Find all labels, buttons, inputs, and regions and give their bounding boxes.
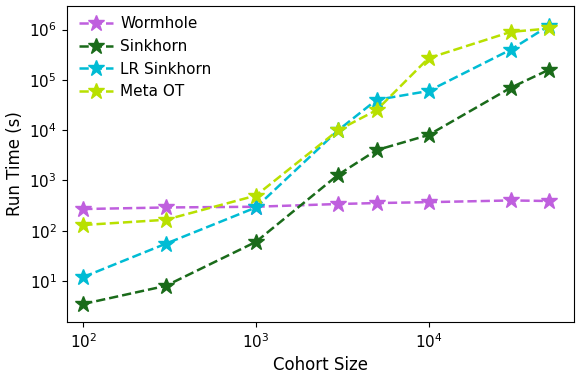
Line: Meta OT: Meta OT (75, 20, 557, 233)
Sinkhorn (508, 86, 514, 90)
Wormhole (335, 202, 342, 206)
LR Sinkhorn (373, 98, 380, 102)
Meta OT (546, 26, 553, 31)
LR Sinkhorn (335, 128, 342, 132)
Meta OT (425, 56, 432, 60)
Y-axis label: Run Time (s): Run Time (s) (6, 112, 24, 217)
Wormhole (80, 207, 87, 211)
X-axis label: Cohort Size: Cohort Size (273, 356, 368, 374)
Wormhole (425, 200, 432, 204)
LR Sinkhorn (425, 89, 432, 93)
Meta OT (508, 30, 514, 34)
Meta OT (335, 128, 342, 132)
Sinkhorn (162, 283, 169, 288)
Meta OT (162, 217, 169, 222)
Sinkhorn (546, 67, 553, 72)
Meta OT (80, 223, 87, 227)
Sinkhorn (425, 133, 432, 137)
Legend: Wormhole, Sinkhorn, LR Sinkhorn, Meta OT: Wormhole, Sinkhorn, LR Sinkhorn, Meta OT (79, 16, 212, 99)
Line: Sinkhorn: Sinkhorn (75, 61, 557, 312)
Meta OT (373, 108, 380, 112)
Line: LR Sinkhorn: LR Sinkhorn (75, 17, 557, 285)
Wormhole (252, 204, 259, 209)
Meta OT (252, 193, 259, 198)
Sinkhorn (80, 302, 87, 306)
LR Sinkhorn (546, 23, 553, 28)
LR Sinkhorn (80, 275, 87, 279)
Sinkhorn (335, 173, 342, 177)
Line: Wormhole: Wormhole (75, 192, 557, 217)
LR Sinkhorn (508, 47, 514, 52)
Sinkhorn (373, 148, 380, 152)
Sinkhorn (252, 240, 259, 244)
Wormhole (546, 199, 553, 203)
Wormhole (373, 201, 380, 205)
Wormhole (508, 198, 514, 203)
LR Sinkhorn (162, 242, 169, 246)
Wormhole (162, 205, 169, 210)
LR Sinkhorn (252, 205, 259, 210)
